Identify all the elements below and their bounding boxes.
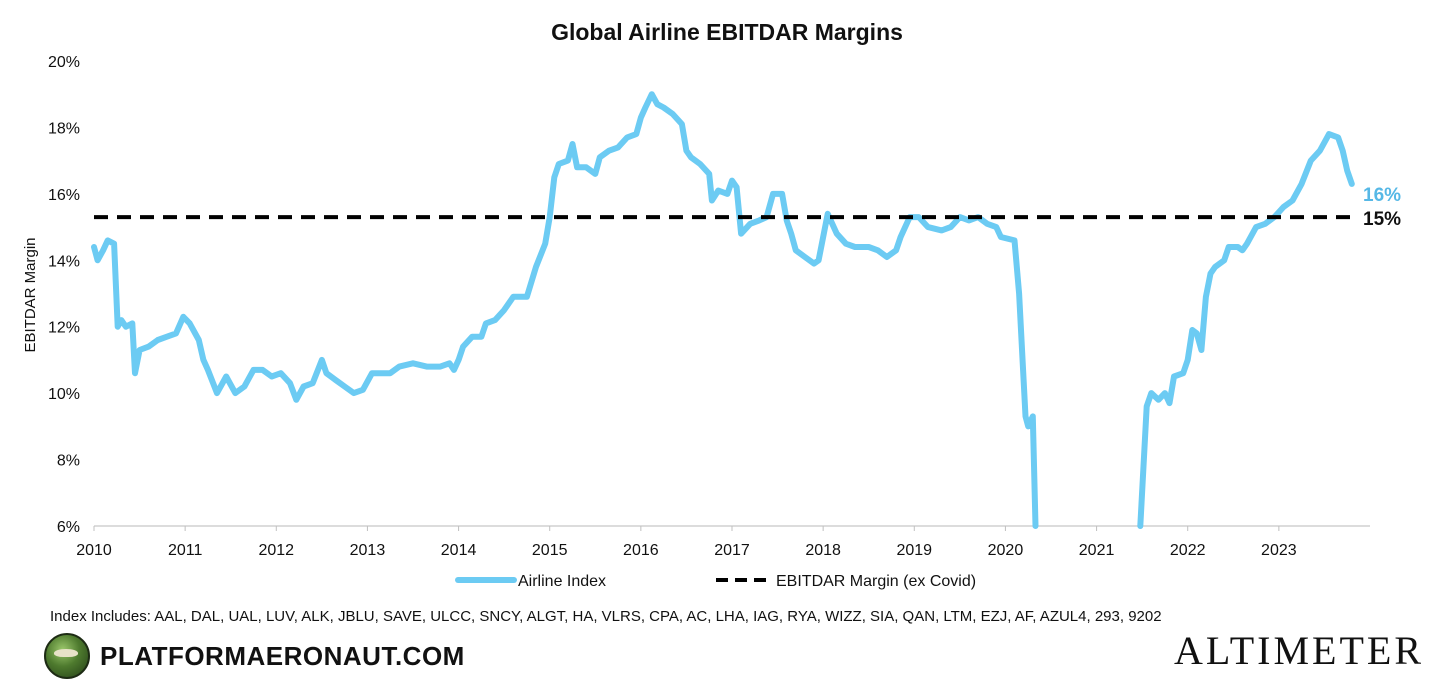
y-tick-label: 12% [48, 320, 80, 337]
x-tick-label: 2014 [441, 542, 477, 559]
x-tick-label: 2013 [350, 542, 386, 559]
series-layer [91, 91, 1355, 529]
x-tick-label: 2015 [532, 542, 568, 559]
airline-index-line [91, 91, 1039, 529]
y-tick-label: 14% [48, 253, 80, 270]
chart: Global Airline EBITDAR Margins EBITDAR M… [22, 19, 1401, 590]
platformaeronaut-text: PLATFORMAERONAUT.COM [100, 640, 465, 671]
index-constituents-note: Index Includes: AAL, DAL, UAL, LUV, ALK,… [50, 608, 1162, 625]
x-tick-label: 2021 [1079, 542, 1115, 559]
legend: Airline Index EBITDAR Margin (ex Covid) [455, 573, 976, 590]
altimeter-logo: ALTIMETER [1174, 628, 1424, 673]
platformaeronaut-brand: PLATFORMAERONAUT.COM [44, 633, 465, 679]
x-tick-label: 2011 [168, 542, 203, 559]
end-labels: 16%15% [1363, 185, 1401, 230]
y-tick-label: 10% [48, 386, 80, 403]
x-tick-label: 2023 [1261, 542, 1297, 559]
chart-title: Global Airline EBITDAR Margins [551, 19, 903, 45]
average-end-label: 15% [1363, 209, 1401, 230]
x-tick-label: 2017 [714, 542, 750, 559]
legend-label: EBITDAR Margin (ex Covid) [776, 573, 976, 590]
x-tick-label: 2020 [988, 542, 1024, 559]
y-tick-label: 20% [48, 54, 80, 71]
x-tick-label: 2018 [805, 542, 841, 559]
y-axis-label: EBITDAR Margin [22, 237, 39, 352]
x-tick-label: 2022 [1170, 542, 1206, 559]
globe-logo-icon [44, 633, 90, 679]
x-tick-label: 2010 [76, 542, 112, 559]
y-tick-label: 8% [57, 453, 80, 470]
y-tick-label: 16% [48, 187, 80, 204]
x-tick-label: 2012 [258, 542, 294, 559]
airline-index-end-label: 16% [1363, 185, 1401, 206]
legend-label: Airline Index [518, 573, 606, 590]
y-tick-label: 18% [48, 120, 80, 137]
airline-index-line [1137, 131, 1355, 529]
x-tick-label: 2019 [896, 542, 932, 559]
y-tick-label: 6% [57, 519, 80, 536]
x-tick-label: 2016 [623, 542, 659, 559]
axes: 2010 2011 2012 2013 2014 2015 2016 2017 2018 2019… [48, 54, 1370, 559]
